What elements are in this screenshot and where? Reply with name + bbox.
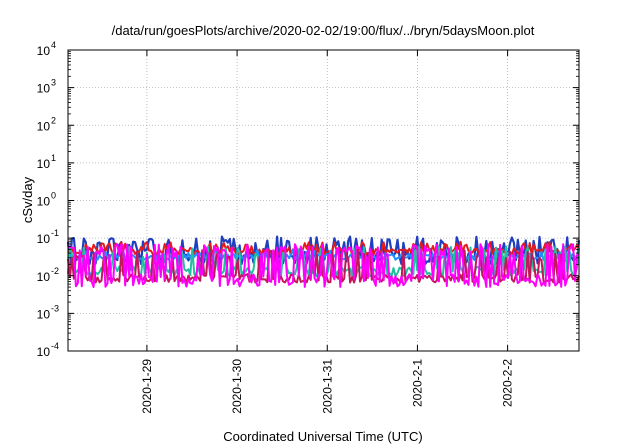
y-tick-label: 10 bbox=[37, 345, 51, 359]
x-tick-label: 2020-2-2 bbox=[501, 359, 515, 407]
y-tick-label: 10 bbox=[37, 307, 51, 321]
y-tick-exponent: -1 bbox=[51, 228, 59, 238]
y-tick-label: 10 bbox=[37, 82, 51, 96]
y-tick-exponent: -2 bbox=[51, 266, 59, 276]
y-tick-label: 10 bbox=[37, 157, 51, 171]
x-axis-label: Coordinated Universal Time (UTC) bbox=[223, 429, 422, 444]
x-axis: 2020-1-29 2020-1-30 2020-1-31 2020-2-1 2020-… bbox=[140, 50, 515, 414]
y-tick-exponent: -4 bbox=[51, 341, 59, 351]
series-line-6 bbox=[67, 243, 580, 288]
y-tick-exponent: 0 bbox=[51, 191, 56, 201]
series-layer bbox=[66, 235, 581, 288]
y-tick-label: 10 bbox=[37, 232, 51, 246]
y-tick-exponent: 4 bbox=[51, 40, 56, 50]
x-tick-label: 2020-1-31 bbox=[320, 359, 334, 414]
y-tick-exponent: 3 bbox=[51, 78, 56, 88]
chart-title: /data/run/goesPlots/archive/2020-02-02/1… bbox=[112, 23, 535, 38]
y-axis-label: cSv/day bbox=[20, 176, 35, 223]
y-tick-label: 10 bbox=[37, 195, 51, 209]
y-tick-exponent: 2 bbox=[51, 115, 56, 125]
y-tick-exponent: 1 bbox=[51, 153, 56, 163]
x-tick-label: 2020-1-30 bbox=[230, 359, 244, 414]
x-tick-label: 2020-2-1 bbox=[410, 359, 424, 407]
y-tick-label: 10 bbox=[37, 270, 51, 284]
y-tick-label: 10 bbox=[37, 44, 51, 58]
x-tick-label: 2020-1-29 bbox=[140, 359, 154, 414]
grid bbox=[68, 50, 579, 351]
y-tick-label: 10 bbox=[37, 119, 51, 133]
y-tick-exponent: -3 bbox=[51, 303, 59, 313]
